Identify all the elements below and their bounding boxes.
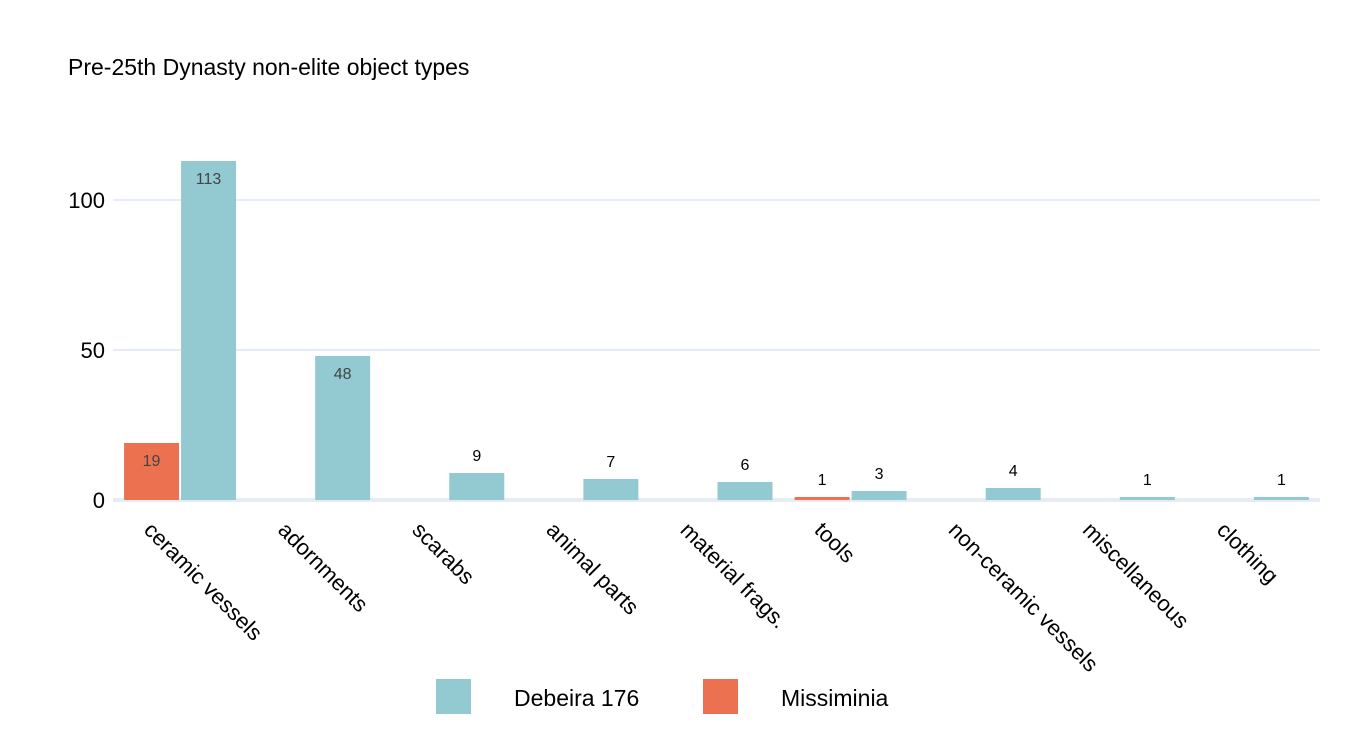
bar-debeira-176 (1253, 497, 1309, 500)
data-label: 1 (818, 472, 827, 489)
legend-item[interactable]: Missiminia (703, 679, 889, 714)
bar-missiminia (124, 443, 180, 500)
bar-missiminia (794, 497, 850, 500)
x-tick-label: miscellaneous (1078, 517, 1194, 633)
y-tick-label: 100 (68, 188, 105, 213)
gridlines (113, 199, 1320, 502)
bar-debeira-176 (1119, 497, 1175, 500)
data-label: 19 (143, 453, 161, 470)
y-tick-label: 50 (81, 338, 105, 363)
x-tick-label: adornments (273, 517, 373, 617)
x-axis: ceramic vessels adornments scarabs animal p… (139, 517, 1283, 676)
x-tick-label: tools (810, 517, 861, 568)
legend-swatch (703, 679, 738, 714)
legend-label: Debeira 176 (514, 685, 639, 711)
x-tick-label: material frags. (676, 517, 792, 633)
data-label: 6 (741, 457, 750, 474)
legend[interactable]: Debeira 176 Missiminia (436, 679, 889, 714)
y-axis: 0 50 100 (68, 188, 105, 513)
x-tick-label: animal parts (542, 517, 644, 619)
data-label: 1 (1277, 472, 1286, 489)
bar-debeira-176 (181, 161, 237, 500)
legend-label: Missiminia (781, 685, 889, 711)
legend-item[interactable]: Debeira 176 (436, 679, 639, 714)
y-tick-label: 0 (93, 488, 105, 513)
x-tick-label: scarabs (407, 517, 479, 589)
chart-title: Pre-25th Dynasty non-elite object types (68, 54, 469, 80)
data-label: 9 (472, 448, 481, 465)
data-label: 4 (1009, 463, 1018, 480)
bar-debeira-176 (583, 479, 639, 500)
bar-debeira-176 (449, 473, 505, 500)
data-label: 7 (606, 454, 615, 471)
x-tick-label: ceramic vessels (139, 517, 267, 645)
data-labels: 19 1 113 48 9 7 6 3 4 1 1 (143, 171, 1286, 489)
data-label: 48 (334, 366, 352, 383)
legend-swatch (436, 679, 471, 714)
bar-debeira-176 (717, 482, 773, 500)
bar-debeira-176 (851, 491, 907, 500)
data-label: 3 (875, 466, 884, 483)
bars (124, 161, 1309, 500)
data-label: 113 (196, 171, 222, 188)
x-tick-label: non-ceramic vessels (944, 517, 1103, 676)
x-tick-label: clothing (1212, 517, 1283, 588)
data-label: 1 (1143, 472, 1152, 489)
bar-debeira-176 (985, 488, 1041, 500)
bar-debeira-176 (315, 356, 371, 500)
